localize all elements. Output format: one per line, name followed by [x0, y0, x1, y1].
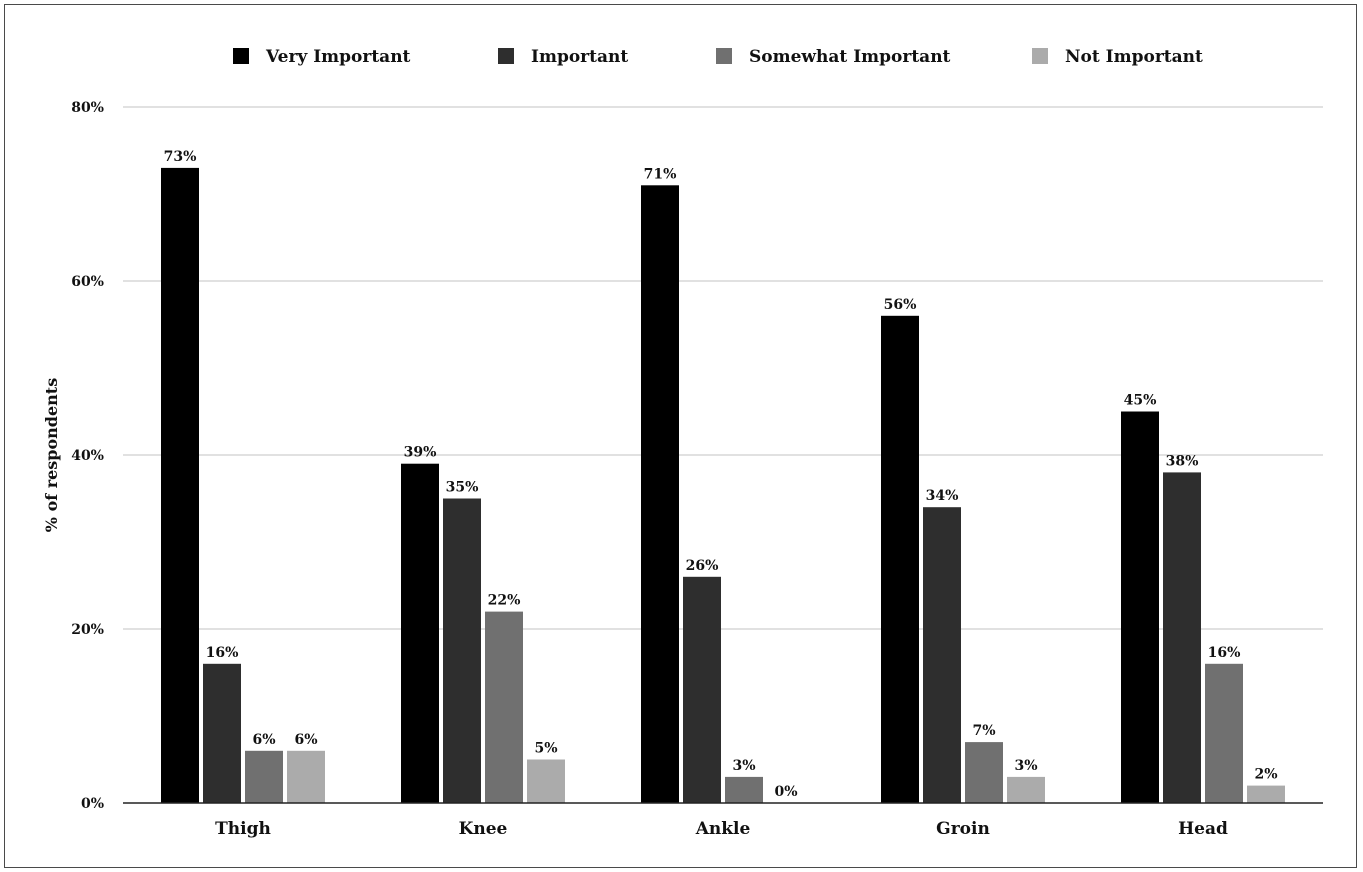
- legend-label: Not Important: [1065, 47, 1203, 67]
- legend-swatch: [498, 48, 514, 64]
- bar: [203, 663, 241, 803]
- data-label: 71%: [644, 166, 677, 182]
- data-label: 0%: [774, 784, 797, 800]
- legend-label: Very Important: [265, 47, 411, 67]
- bar: [287, 750, 325, 803]
- bar: [1163, 472, 1201, 803]
- legend-swatch: [1032, 48, 1048, 64]
- data-label: 3%: [732, 758, 755, 774]
- data-label: 7%: [972, 723, 995, 739]
- data-label: 22%: [488, 593, 521, 609]
- bars: [161, 167, 1285, 804]
- x-category-label: Thigh: [215, 819, 271, 839]
- data-label: 5%: [534, 741, 557, 757]
- x-category-label: Head: [1178, 819, 1228, 839]
- data-label: 45%: [1124, 393, 1157, 409]
- y-axis-label: % of respondents: [42, 378, 61, 532]
- data-label: 34%: [926, 488, 959, 504]
- data-label: 35%: [446, 480, 479, 496]
- data-label: 39%: [404, 445, 437, 461]
- bar: [1121, 411, 1159, 803]
- y-tick-label: 40%: [71, 448, 104, 464]
- legend: Very Important Important Somewhat Importan…: [233, 47, 1203, 67]
- bar: [401, 463, 439, 803]
- bar: [725, 776, 763, 803]
- bar: [161, 167, 199, 803]
- x-category-label: Groin: [936, 819, 990, 839]
- y-tick-label: 80%: [71, 100, 104, 116]
- legend-item: Important: [498, 47, 628, 67]
- data-labels: 73% 16% 6% 6% 39% 35% 22% 5% 71% 26% 3% 0% 56% 34% 7% 3…: [164, 149, 1278, 800]
- bar: [683, 576, 721, 803]
- data-label: 26%: [686, 558, 719, 574]
- y-axis-ticks: 0% 20% 40% 60% 80%: [71, 100, 104, 812]
- data-label: 2%: [1254, 767, 1277, 783]
- legend-item: Very Important: [233, 47, 411, 67]
- bar: [965, 742, 1003, 803]
- legend-item: Not Important: [1032, 47, 1203, 67]
- data-label: 16%: [206, 645, 239, 661]
- bar: [641, 185, 679, 804]
- bar: [245, 750, 283, 803]
- legend-swatch: [233, 48, 249, 64]
- bar: [923, 507, 961, 803]
- data-label: 6%: [294, 732, 317, 748]
- y-tick-label: 20%: [71, 622, 104, 638]
- legend-label: Important: [531, 47, 628, 67]
- bar: [527, 759, 565, 803]
- x-category-label: Ankle: [695, 819, 751, 839]
- x-axis-categories: Thigh Knee Ankle Groin Head: [215, 819, 1228, 839]
- legend-label: Somewhat Important: [749, 47, 951, 67]
- data-label: 56%: [884, 297, 917, 313]
- bar: [1007, 776, 1045, 803]
- legend-item: Somewhat Important: [716, 47, 951, 67]
- legend-swatch: [716, 48, 732, 64]
- x-category-label: Knee: [459, 819, 508, 839]
- data-label: 73%: [164, 149, 197, 165]
- y-tick-label: 0%: [81, 796, 104, 812]
- bar: [443, 498, 481, 803]
- data-label: 16%: [1208, 645, 1241, 661]
- data-label: 38%: [1166, 453, 1199, 469]
- bar: [1205, 663, 1243, 803]
- bar: [881, 315, 919, 803]
- bar: [485, 611, 523, 803]
- data-label: 3%: [1014, 758, 1037, 774]
- y-tick-label: 60%: [71, 274, 104, 290]
- data-label: 6%: [252, 732, 275, 748]
- bar: [1247, 785, 1285, 803]
